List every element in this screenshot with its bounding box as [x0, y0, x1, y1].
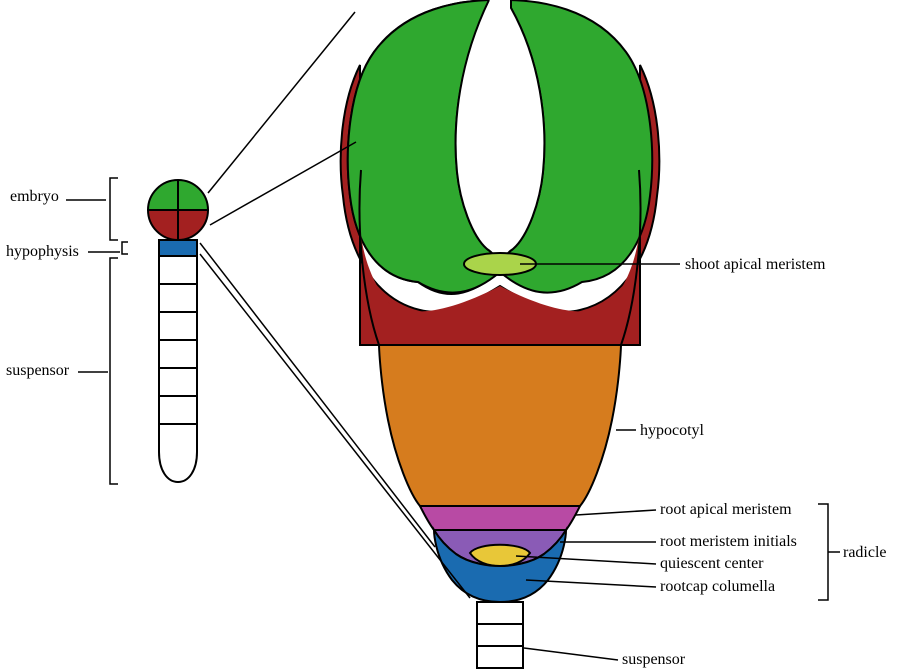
label-hypocotyl: hypocotyl: [640, 422, 704, 440]
left-brackets: [66, 178, 128, 484]
label-radicle: radicle: [843, 544, 887, 562]
label-root-meristem-initials: root meristem initials: [660, 533, 797, 551]
label-suspensor-bottom: suspensor: [622, 651, 685, 669]
label-rootcap-columella: rootcap columella: [660, 578, 775, 596]
big-suspensor: [477, 602, 523, 668]
radicle-bracket: [818, 504, 840, 600]
label-suspensor-left: suspensor: [6, 362, 69, 380]
label-quiescent-center: quiescent center: [660, 555, 764, 573]
label-root-apical-meristem: root apical meristem: [660, 501, 792, 519]
label-embryo: embryo: [10, 188, 59, 206]
small-embryo: [148, 180, 208, 482]
label-hypophysis: hypophysis: [6, 243, 79, 261]
root-apical-meristem-region: [420, 506, 580, 530]
embryo-diagram: [0, 0, 922, 671]
hypocotyl-region: [379, 345, 621, 506]
label-shoot-apical-meristem: shoot apical meristem: [685, 256, 825, 274]
